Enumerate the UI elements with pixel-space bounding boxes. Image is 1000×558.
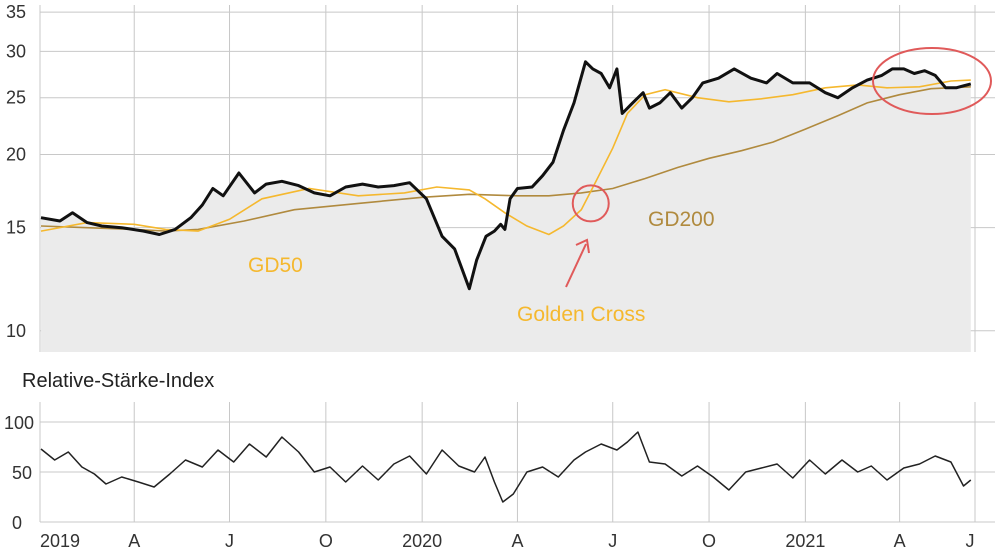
x-tick-label: 2021: [785, 531, 825, 551]
x-tick-label: J: [225, 531, 234, 551]
gd200-line: [40, 86, 971, 232]
x-tick-label: O: [319, 531, 333, 551]
golden-cross-arrow-shaft: [565, 243, 587, 288]
gd200-label: GD200: [648, 208, 715, 231]
golden-cross-arrow-head: [575, 238, 590, 254]
x-tick-label: 2019: [40, 531, 80, 551]
recent-highlight-ellipse: [872, 47, 992, 115]
price-y-tick-label: 30: [6, 41, 26, 61]
price-y-tick-label: 35: [6, 2, 26, 22]
gd50-label: GD50: [248, 254, 303, 277]
x-tick-label: O: [702, 531, 716, 551]
golden-cross-label: Golden Cross: [517, 303, 645, 326]
price-y-tick-label: 25: [6, 88, 26, 108]
price-line: [40, 60, 972, 291]
rsi-title: Relative-Stärke-Index: [22, 370, 214, 392]
x-tick-label: A: [128, 531, 140, 551]
x-tick-label: A: [511, 531, 523, 551]
gd50-line: [40, 79, 971, 236]
price-y-tick-label: 20: [6, 144, 26, 164]
price-area-fill: [41, 61, 971, 353]
rsi-line: [40, 431, 972, 503]
rsi-y-tick-label: 50: [12, 463, 32, 483]
x-tick-label: J: [966, 531, 975, 551]
golden-cross-circle: [571, 184, 610, 223]
rsi-y-tick-label: 0: [12, 513, 22, 533]
price-y-tick-label: 15: [6, 218, 26, 238]
x-tick-label: 2020: [402, 531, 442, 551]
price-y-tick-label: 10: [6, 321, 26, 341]
rsi-y-tick-label: 100: [4, 413, 34, 433]
x-tick-label: J: [608, 531, 617, 551]
x-tick-label: A: [894, 531, 906, 551]
